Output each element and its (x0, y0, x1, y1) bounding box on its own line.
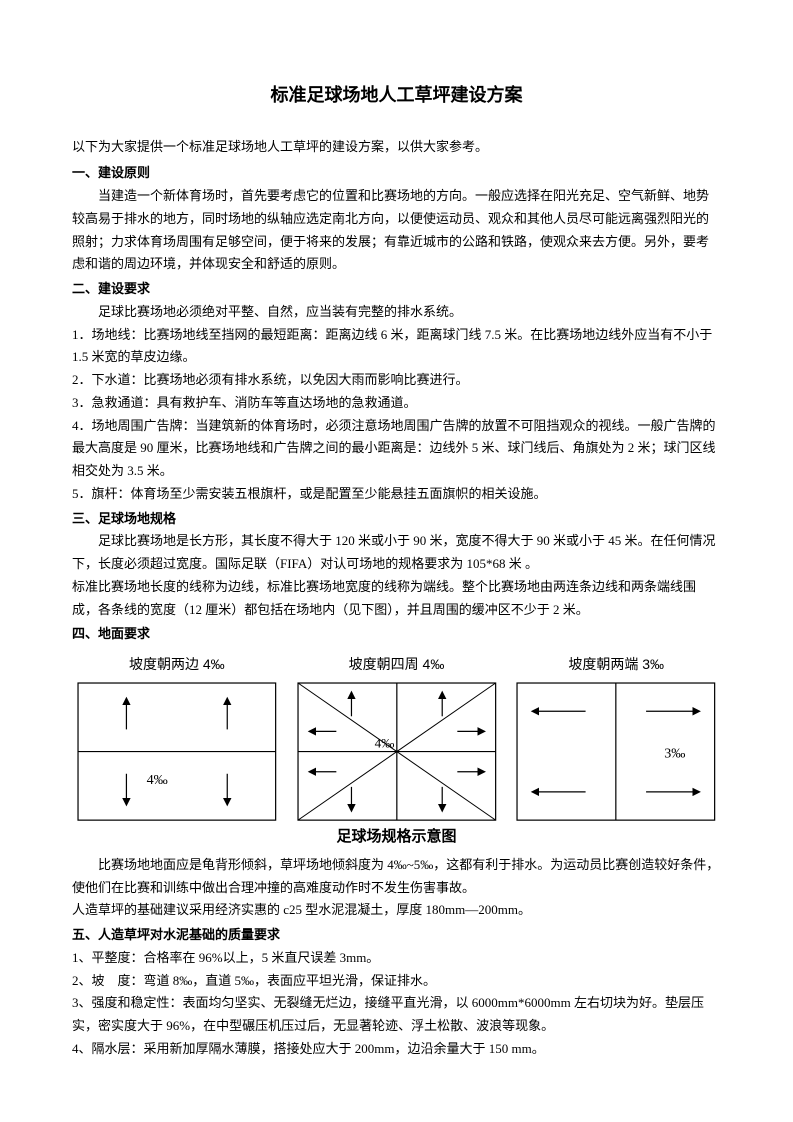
diagram-1-label: 坡度朝两边 4‰ (129, 652, 225, 677)
diagram-caption: 足球场规格示意图 (72, 824, 721, 850)
section-2-item-2: 2．下水道：比赛场地必须有排水系统，以免因大雨而影响比赛进行。 (72, 369, 721, 392)
section-5-item-3: 3、强度和稳定性：表面均匀坚实、无裂缝无烂边，接缝平直光滑，以 6000mm*6… (72, 992, 721, 1038)
section-1-heading: 一、建设原则 (72, 162, 721, 185)
section-4-p1: 比赛场地地面应是龟背形倾斜，草坪场地倾斜度为 4‰~5‰，这都有利于排水。为运动… (72, 854, 721, 900)
diagram-1-inner-label: 4‰ (147, 771, 168, 787)
section-5-heading: 五、人造草坪对水泥基础的质量要求 (72, 924, 721, 947)
section-3-p1: 足球比赛场地是长方形，其长度不得大于 120 米或小于 90 米，宽度不得大于 … (72, 530, 721, 576)
diagram-row: 坡度朝两边 4‰ 4‰ 坡度朝四周 4‰ (72, 652, 721, 822)
diagram-2-label: 坡度朝四周 4‰ (349, 652, 445, 677)
section-2-item-1: 1．场地线：比赛场地线至挡网的最短距离：距离边线 6 米，距离球门线 7.5 米… (72, 324, 721, 370)
section-2-item-5: 5．旗杆：体育场至少需安装五根旗杆，或是配置至少能悬挂五面旗帜的相关设施。 (72, 483, 721, 506)
section-2-p1: 足球比赛场地必须绝对平整、自然，应当装有完整的排水系统。 (72, 301, 721, 324)
section-5-item-1: 1、平整度：合格率在 96%以上，5 米直尺误差 3mm。 (72, 947, 721, 970)
diagram-3-inner-label: 3‰ (665, 745, 686, 761)
intro-text: 以下为大家提供一个标准足球场地人工草坪的建设方案，以供大家参考。 (72, 136, 721, 159)
section-5-item-2: 2、坡 度：弯道 8‰，直道 5‰，表面应平坦光滑，保证排水。 (72, 970, 721, 993)
diagram-3-label: 坡度朝两端 3‰ (568, 652, 664, 677)
diagram-2: 坡度朝四周 4‰ 4‰ (296, 652, 498, 822)
page-title: 标准足球场地人工草坪建设方案 (72, 80, 721, 112)
section-2-item-4: 4．场地周围广告牌：当建筑新的体育场时，必须注意场地周围广告牌的放置不可阻挡观众… (72, 415, 721, 483)
section-3-heading: 三、足球场地规格 (72, 508, 721, 531)
diagram-3-svg: 3‰ (515, 681, 717, 822)
section-2-heading: 二、建设要求 (72, 278, 721, 301)
section-3-p2: 标准比赛场地长度的线称为边线，标准比赛场地宽度的线称为端线。整个比赛场地由两连条… (72, 576, 721, 622)
section-4-p2: 人造草坪的基础建议采用经济实惠的 c25 型水泥混凝土，厚度 180mm—200… (72, 899, 721, 922)
diagram-3: 坡度朝两端 3‰ 3‰ (515, 652, 717, 822)
diagram-2-svg: 4‰ (296, 681, 498, 822)
section-4-heading: 四、地面要求 (72, 623, 721, 646)
section-2-item-3: 3．急救通道：具有救护车、消防车等直达场地的急救通道。 (72, 392, 721, 415)
diagram-1-svg: 4‰ (76, 681, 278, 822)
section-1-p1: 当建造一个新体育场时，首先要考虑它的位置和比赛场地的方向。一般应选择在阳光充足、… (72, 185, 721, 276)
diagram-1: 坡度朝两边 4‰ 4‰ (76, 652, 278, 822)
section-5-item-4: 4、隔水层：采用新加厚隔水薄膜，搭接处应大于 200mm，边沿余量大于 150 … (72, 1038, 721, 1061)
diagram-2-inner-label: 4‰ (374, 735, 394, 750)
